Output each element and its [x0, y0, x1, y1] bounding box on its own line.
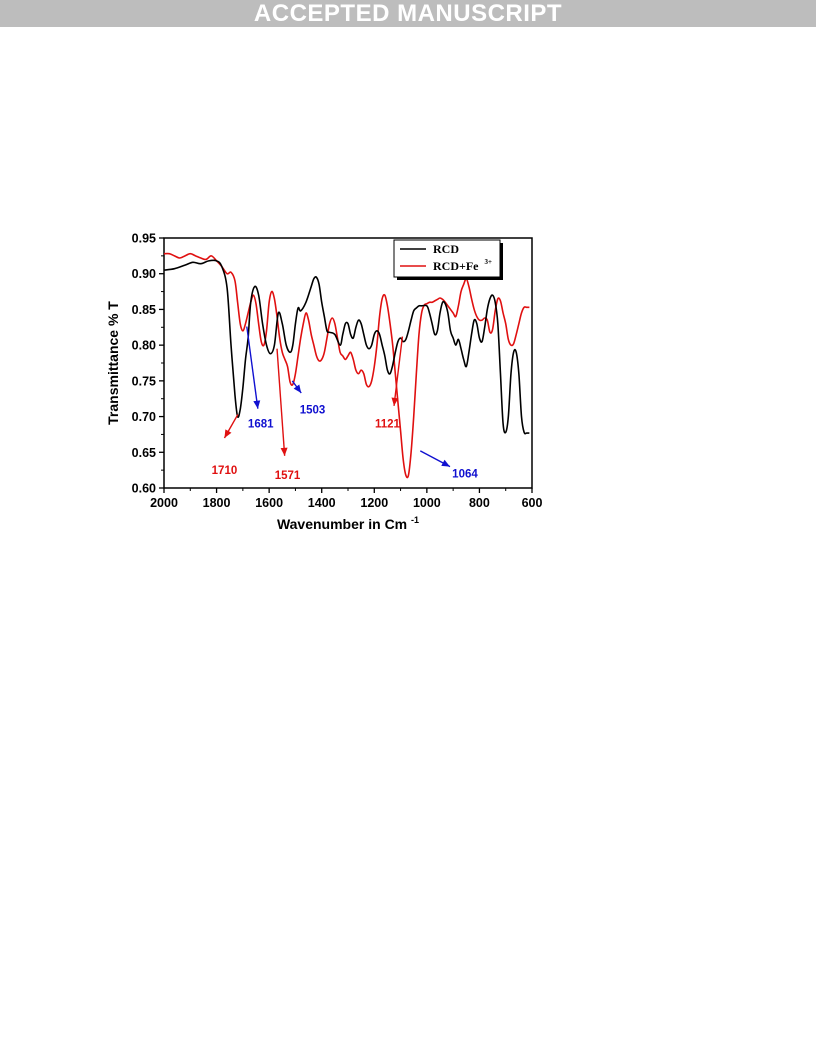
peak-annotations: 1681 1503 1064 1710 1571 1121 [212, 326, 478, 482]
peak-label-1710: 1710 [212, 465, 238, 477]
x-tick-label-600: 600 [522, 496, 543, 510]
legend-label-rcd: RCD [433, 242, 459, 256]
legend-label-rcd-fe: RCD+Fe 3+ [433, 258, 492, 273]
y-tick-label-0.95: 0.95 [132, 232, 156, 246]
y-tick-label-0.75: 0.75 [132, 374, 156, 388]
arrowhead-1064 [441, 459, 450, 467]
x-axis-label: Wavenumber in Cm -1 [277, 515, 419, 532]
y-tick-label-0.85: 0.85 [132, 303, 156, 317]
y-tick-label-0.65: 0.65 [132, 446, 156, 460]
x-tick-label-1200: 1200 [360, 496, 388, 510]
y-tick-label-0.80: 0.80 [132, 339, 156, 353]
series-line-rcd-fe [164, 252, 530, 479]
legend-label-rcd-fe-name: RCD+Fe [433, 259, 479, 273]
tick-labels: 2000 1800 1600 1400 1200 1000 800 600 0.95 0.90 0.… [132, 232, 543, 511]
legend-box [393, 239, 501, 278]
legend-label-rcd-fe-sup: 3+ [485, 258, 493, 266]
peak-label-1064: 1064 [452, 469, 478, 481]
accepted-manuscript-banner: ACCEPTED MANUSCRIPT [0, 0, 816, 27]
x-tick-label-1800: 1800 [203, 496, 231, 510]
arrowhead-1710 [224, 429, 232, 438]
arrowhead-1571 [280, 447, 288, 456]
arrow-1681 [246, 326, 259, 409]
legend: RCD RCD+Fe 3+ [393, 239, 503, 280]
arrow-1571 [276, 348, 286, 456]
x-tick-label-1000: 1000 [413, 496, 441, 510]
series-lines [164, 252, 530, 479]
x-axis-label-text: Wavenumber in Cm [277, 516, 407, 532]
x-tick-label-800: 800 [469, 496, 490, 510]
x-tick-label-1400: 1400 [308, 496, 336, 510]
arrowhead-1121 [391, 397, 399, 406]
y-tick-label-0.90: 0.90 [132, 267, 156, 281]
y-tick-label-0.70: 0.70 [132, 410, 156, 424]
y-axis-label: Transmittance % T [105, 301, 121, 425]
x-axis-label-sup: -1 [411, 515, 419, 525]
arrowhead-1503 [293, 384, 302, 393]
ftir-spectrum-chart: 2000 1800 1600 1400 1200 1000 800 600 0.95 0.90 0.… [105, 232, 543, 533]
y-tick-label-0.60: 0.60 [132, 482, 156, 496]
arrowhead-1681 [253, 400, 261, 409]
peak-label-1571: 1571 [275, 470, 301, 482]
x-tick-label-1600: 1600 [255, 496, 283, 510]
x-tick-label-2000: 2000 [150, 496, 178, 510]
series-line-rcd [164, 259, 530, 435]
peak-label-1503: 1503 [300, 404, 326, 416]
axis-ticks [159, 237, 533, 493]
peak-label-1121: 1121 [375, 419, 401, 431]
arrow-1121 [393, 336, 404, 406]
peak-label-1681: 1681 [248, 419, 274, 431]
